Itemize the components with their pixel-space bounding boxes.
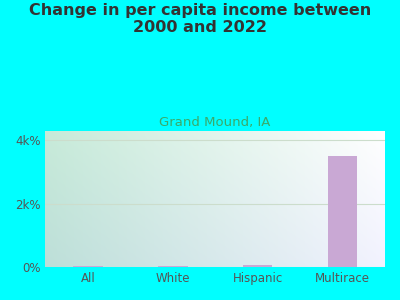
Bar	[243, 265, 272, 267]
Bar	[328, 156, 358, 267]
Text: Change in per capita income between
2000 and 2022: Change in per capita income between 2000…	[29, 3, 371, 35]
Bar	[158, 266, 188, 267]
Title: Grand Mound, IA: Grand Mound, IA	[160, 116, 271, 129]
Bar	[73, 266, 103, 267]
